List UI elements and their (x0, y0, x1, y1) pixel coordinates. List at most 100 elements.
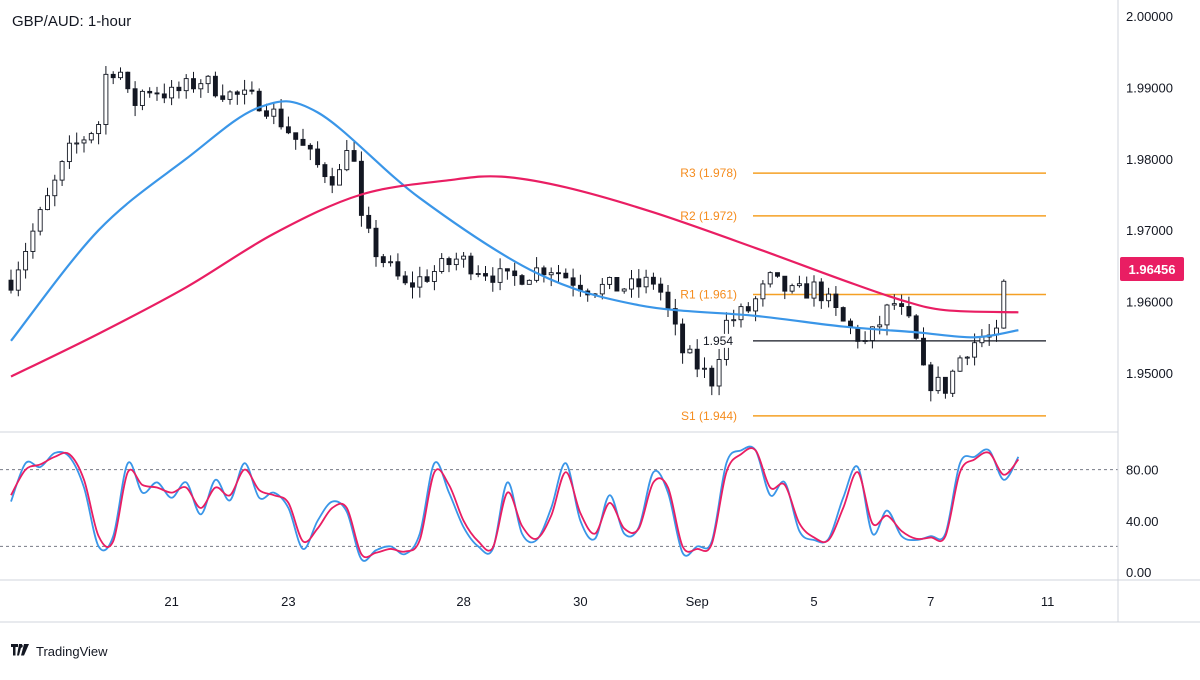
candle-body (556, 272, 561, 275)
candle-body (526, 279, 532, 285)
candle (373, 219, 379, 267)
candle (300, 128, 306, 146)
price-tick-label: 1.96000 (1126, 295, 1173, 310)
candle-body (921, 337, 926, 366)
time-tick-label: 21 (164, 594, 178, 609)
candle (665, 284, 671, 317)
candle (840, 306, 846, 322)
candle-body (782, 275, 788, 292)
candle-body (154, 92, 160, 95)
candle-body (402, 275, 408, 284)
candle (37, 206, 43, 236)
candle (694, 339, 700, 378)
candle (88, 131, 94, 144)
candle (315, 141, 321, 168)
candle-body (483, 273, 488, 277)
candle (512, 262, 518, 286)
candle-body (191, 78, 196, 90)
candle (504, 268, 510, 280)
candle-body (256, 90, 262, 112)
pivot-label: S1 (1.944) (681, 409, 737, 423)
candle-body (855, 326, 861, 342)
oscillator-d-line (10, 447, 1020, 559)
candle-body (629, 278, 634, 290)
candle (906, 296, 912, 319)
candle-body (811, 281, 817, 299)
candle-body (504, 268, 510, 272)
candle-body (424, 276, 430, 282)
candle-body (658, 283, 664, 293)
candle (490, 267, 496, 292)
chart-title: GBP/AUD: 1-hour (12, 13, 131, 30)
candle (249, 81, 255, 95)
candle (366, 206, 372, 234)
candle (45, 187, 50, 211)
candle (358, 151, 364, 227)
tradingview-brand-label: TradingView (36, 643, 108, 659)
candle-body (380, 256, 386, 264)
candle (541, 265, 547, 283)
candle (278, 99, 284, 130)
candle (760, 280, 766, 307)
candle-body (709, 367, 715, 387)
candle (468, 252, 474, 281)
candle-body (132, 88, 138, 106)
last-price-label: 1.96456 (1129, 262, 1176, 277)
tradingview-brand[interactable]: TradingView (10, 641, 108, 661)
candle (826, 287, 832, 308)
candle-body (738, 306, 744, 321)
time-tick-label: 5 (810, 594, 817, 609)
candle (169, 80, 175, 106)
candle-body (541, 267, 547, 276)
candle (285, 116, 291, 135)
candle (789, 283, 795, 294)
candle (964, 356, 970, 366)
candle-body (147, 90, 153, 94)
candle-body (512, 270, 518, 277)
candle-body (869, 326, 875, 341)
candle (461, 251, 467, 268)
candle-body (183, 78, 189, 92)
candle (650, 272, 656, 290)
candle (687, 345, 693, 354)
candle-body (81, 139, 87, 144)
oscillator-tick-label: 80.00 (1126, 463, 1159, 478)
candle (176, 81, 182, 99)
candle-body (614, 276, 620, 292)
candle (81, 136, 87, 153)
candle (59, 160, 65, 186)
candle-body (52, 179, 58, 197)
candle (607, 276, 613, 290)
candle (745, 302, 751, 314)
candle-body (862, 340, 868, 342)
time-tick-label: 7 (927, 594, 934, 609)
candle (293, 132, 299, 150)
candle-body (220, 95, 226, 100)
candle (702, 357, 707, 378)
candle (796, 275, 802, 288)
candle (629, 269, 634, 298)
candle-body (8, 279, 14, 291)
candle-body (884, 304, 890, 326)
candle (928, 361, 934, 402)
time-tick-label: 23 (281, 594, 295, 609)
candle-body (293, 132, 299, 140)
candle-body (264, 110, 269, 117)
candle-body (30, 230, 36, 252)
candle (577, 274, 583, 297)
candle (183, 74, 189, 99)
candle (475, 265, 481, 278)
candle-body (964, 356, 970, 359)
candle-body (373, 227, 379, 258)
candle (782, 275, 788, 300)
moving-average-slow-line (10, 175, 1019, 378)
candle (417, 266, 423, 298)
candle (66, 135, 72, 169)
candle (307, 143, 313, 161)
candle (534, 257, 540, 283)
candle-body (74, 142, 80, 145)
candle (52, 174, 58, 207)
candle (264, 103, 269, 119)
candle (585, 288, 591, 302)
